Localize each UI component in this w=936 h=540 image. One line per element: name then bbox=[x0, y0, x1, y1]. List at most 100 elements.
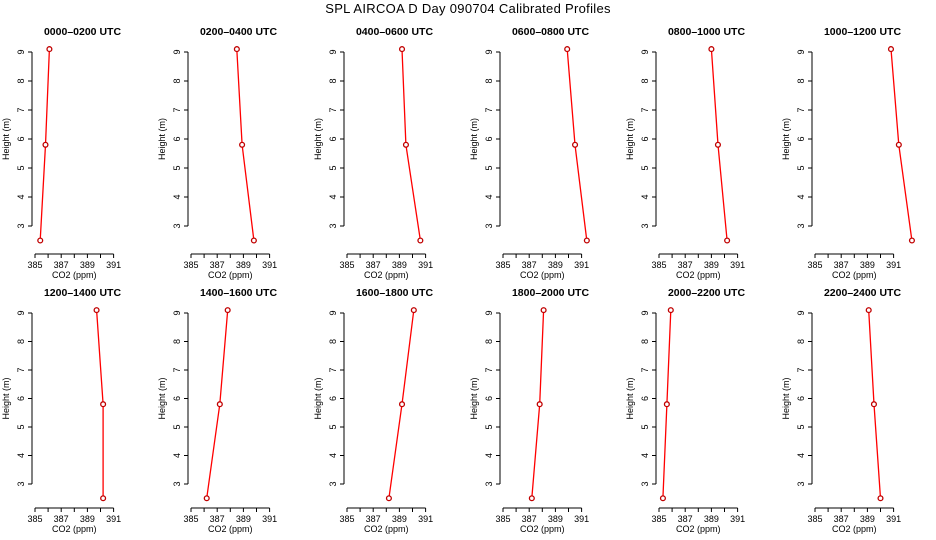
panel-title: 0600–0800 UTC bbox=[512, 26, 589, 38]
panel-title: 1400–1600 UTC bbox=[200, 287, 277, 299]
x-tick-label: 389 bbox=[548, 514, 563, 524]
y-tick-label: 6 bbox=[328, 396, 338, 401]
y-tick-label: 3 bbox=[484, 481, 494, 486]
x-tick-label: 387 bbox=[522, 260, 537, 270]
panel-11: 2000–2200 UTC 3 4 5 6 7 8 9 385 387 389 391 CO2 (ppm… bbox=[625, 287, 745, 534]
x-tick-label: 389 bbox=[80, 260, 95, 270]
x-tick-label: 387 bbox=[210, 260, 225, 270]
x-tick-label: 387 bbox=[678, 260, 693, 270]
y-axis-label: Height (m) bbox=[781, 118, 791, 160]
y-axis-label: Height (m) bbox=[157, 118, 167, 160]
y-tick-label: 4 bbox=[172, 194, 182, 199]
x-tick-label: 385 bbox=[339, 260, 354, 270]
x-tick-label: 391 bbox=[418, 514, 433, 524]
y-tick-label: 8 bbox=[640, 78, 650, 83]
x-tick-label: 389 bbox=[80, 514, 95, 524]
y-tick-label: 8 bbox=[16, 78, 26, 83]
y-axis-label: Height (m) bbox=[313, 118, 323, 160]
data-point bbox=[239, 141, 246, 148]
y-tick-label: 7 bbox=[172, 367, 182, 372]
y-axis-label: Height (m) bbox=[781, 377, 791, 419]
y-tick-label: 7 bbox=[796, 367, 806, 372]
y-tick-label: 9 bbox=[796, 49, 806, 54]
y-tick-label: 7 bbox=[484, 107, 494, 112]
panel-10: 1800–2000 UTC 3 4 5 6 7 8 9 385 387 389 391 CO2 (ppm… bbox=[469, 287, 589, 534]
y-tick-label: 3 bbox=[328, 481, 338, 486]
y-tick-label: 6 bbox=[640, 396, 650, 401]
y-tick-label: 7 bbox=[16, 107, 26, 112]
x-axis-label: CO2 (ppm) bbox=[52, 270, 97, 280]
y-tick-label: 8 bbox=[484, 339, 494, 344]
x-tick-label: 389 bbox=[392, 514, 407, 524]
data-point bbox=[385, 495, 392, 502]
data-point bbox=[667, 307, 674, 314]
x-tick-label: 391 bbox=[106, 514, 121, 524]
x-tick-label: 387 bbox=[366, 514, 381, 524]
x-tick-label: 387 bbox=[54, 514, 69, 524]
data-point bbox=[659, 495, 666, 502]
y-tick-label: 4 bbox=[640, 453, 650, 458]
x-tick-label: 389 bbox=[548, 260, 563, 270]
x-axis-label: CO2 (ppm) bbox=[364, 270, 409, 280]
panel-title: 1000–1200 UTC bbox=[824, 26, 901, 38]
data-point bbox=[663, 401, 670, 408]
y-tick-label: 9 bbox=[640, 310, 650, 315]
panel-12: 2200–2400 UTC 3 4 5 6 7 8 9 385 387 389 391 CO2 (ppm… bbox=[781, 287, 901, 534]
y-tick-label: 6 bbox=[172, 136, 182, 141]
x-tick-label: 389 bbox=[704, 514, 719, 524]
y-tick-label: 5 bbox=[640, 424, 650, 429]
y-tick-label: 9 bbox=[16, 310, 26, 315]
x-tick-label: 387 bbox=[678, 514, 693, 524]
x-tick-label: 385 bbox=[807, 260, 822, 270]
x-tick-label: 391 bbox=[262, 514, 277, 524]
y-tick-label: 9 bbox=[640, 49, 650, 54]
x-tick-label: 389 bbox=[704, 260, 719, 270]
y-tick-label: 5 bbox=[640, 165, 650, 170]
x-tick-label: 387 bbox=[834, 260, 849, 270]
y-tick-label: 7 bbox=[484, 367, 494, 372]
y-tick-label: 9 bbox=[796, 310, 806, 315]
y-tick-label: 8 bbox=[640, 339, 650, 344]
figure-title: SPL AIRCOA D Day 090704 Calibrated Profi… bbox=[325, 1, 611, 16]
y-tick-label: 8 bbox=[172, 339, 182, 344]
data-point bbox=[887, 46, 895, 53]
y-tick-label: 4 bbox=[16, 453, 26, 458]
panel-4: 0600–0800 UTC 3 4 5 6 7 8 9 385 387 389 391 CO2 (ppm… bbox=[469, 26, 590, 280]
y-tick-label: 8 bbox=[328, 78, 338, 83]
data-point bbox=[398, 46, 406, 53]
data-point bbox=[714, 141, 721, 148]
x-axis-label: CO2 (ppm) bbox=[208, 270, 253, 280]
y-tick-label: 3 bbox=[640, 481, 650, 486]
y-tick-label: 6 bbox=[484, 396, 494, 401]
data-point bbox=[42, 141, 49, 148]
y-tick-label: 4 bbox=[328, 453, 338, 458]
y-tick-label: 8 bbox=[796, 78, 806, 83]
y-axis-label: Height (m) bbox=[625, 118, 635, 160]
y-tick-label: 6 bbox=[796, 136, 806, 141]
data-point bbox=[402, 141, 410, 148]
data-point bbox=[224, 307, 231, 314]
y-axis-label: Height (m) bbox=[313, 377, 323, 419]
data-point bbox=[100, 495, 107, 502]
y-tick-label: 8 bbox=[172, 78, 182, 83]
data-point bbox=[417, 237, 424, 244]
data-point bbox=[46, 46, 53, 53]
y-tick-label: 6 bbox=[640, 136, 650, 141]
x-axis-label: CO2 (ppm) bbox=[364, 524, 409, 534]
panel-title: 0000–0200 UTC bbox=[44, 26, 121, 38]
y-axis-label: Height (m) bbox=[625, 377, 635, 419]
y-tick-label: 5 bbox=[484, 424, 494, 429]
x-tick-label: 387 bbox=[366, 260, 381, 270]
y-tick-label: 6 bbox=[796, 396, 806, 401]
panel-1: 0000–0200 UTC 3 4 5 6 7 8 9 385 387 389 391 CO2 (ppm… bbox=[1, 26, 121, 280]
y-tick-label: 3 bbox=[172, 481, 182, 486]
x-tick-label: 385 bbox=[651, 260, 666, 270]
x-tick-label: 385 bbox=[183, 514, 198, 524]
x-tick-label: 385 bbox=[807, 514, 822, 524]
y-tick-label: 4 bbox=[172, 453, 182, 458]
data-point bbox=[398, 401, 406, 408]
data-point bbox=[583, 237, 590, 244]
y-tick-label: 9 bbox=[484, 49, 494, 54]
x-axis-label: CO2 (ppm) bbox=[676, 270, 721, 280]
